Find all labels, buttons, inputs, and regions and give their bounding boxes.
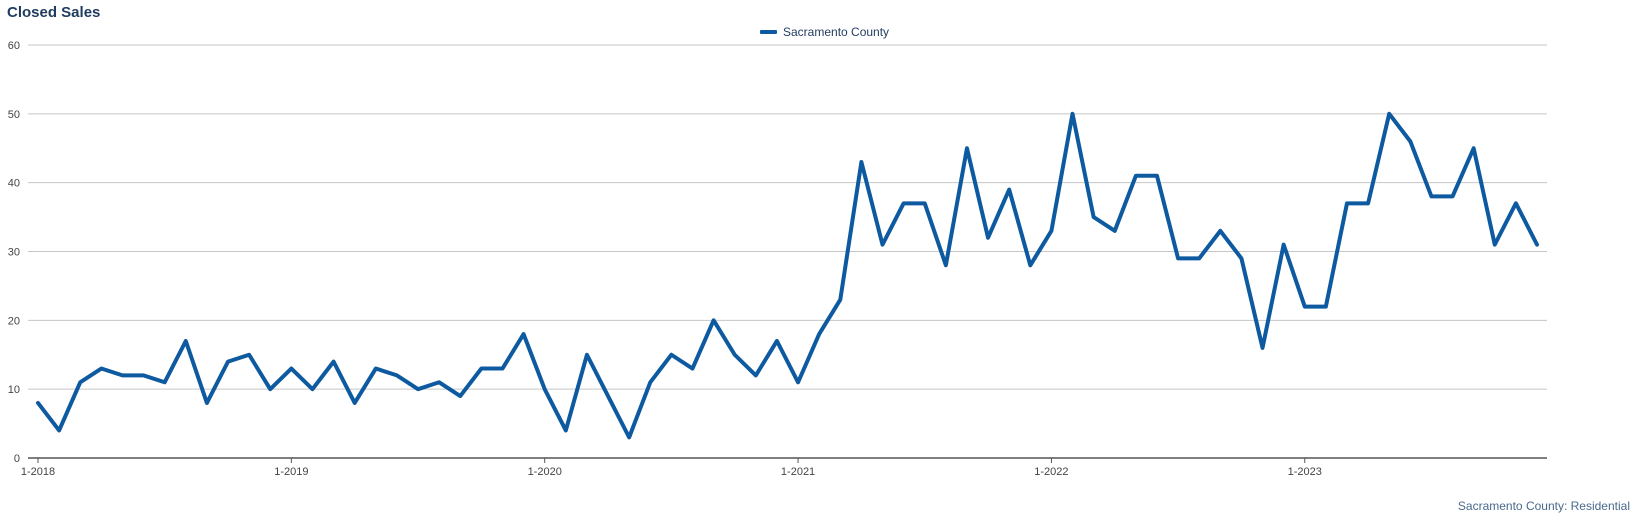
y-axis-ticks: 0 10 20 30 40 50 60 [8, 40, 20, 465]
data-point [1282, 243, 1286, 247]
data-point [310, 387, 314, 391]
y-tick-label: 50 [8, 109, 20, 121]
data-point [479, 367, 483, 371]
data-point [733, 353, 737, 357]
x-tick-label: 1-2022 [1034, 466, 1068, 478]
data-point [226, 360, 230, 364]
chart-title: Closed Sales [7, 4, 101, 21]
data-point [1303, 305, 1307, 309]
data-point [522, 332, 526, 336]
legend-label: Sacramento County [783, 25, 890, 39]
data-point [606, 394, 610, 398]
data-point [902, 201, 906, 205]
data-point [57, 428, 61, 432]
footer-note: Sacramento County: Residential [1457, 499, 1630, 513]
data-point [1197, 256, 1201, 260]
data-point [78, 380, 82, 384]
data-point [36, 401, 40, 405]
x-tick-label: 1-2018 [21, 466, 55, 478]
data-point [353, 401, 357, 405]
x-tick-label: 1-2019 [274, 466, 308, 478]
data-point [585, 353, 589, 357]
data-point [416, 387, 420, 391]
y-tick-label: 0 [14, 453, 20, 465]
series-layer [36, 111, 1539, 440]
y-tick-label: 10 [8, 384, 20, 396]
data-point [1134, 174, 1138, 178]
data-point [289, 367, 293, 371]
legend[interactable]: Sacramento County [760, 25, 889, 39]
y-tick-label: 20 [8, 315, 20, 327]
data-point [817, 332, 821, 336]
data-point [669, 353, 673, 357]
data-point [838, 298, 842, 302]
data-point [458, 394, 462, 398]
data-point [1535, 243, 1539, 247]
data-point [247, 353, 251, 357]
data-point [881, 243, 885, 247]
data-point [268, 387, 272, 391]
data-point [99, 367, 103, 371]
x-axis: 1-2018 1-2019 1-2020 1-2021 1-2022 1-2023 [21, 457, 1547, 478]
y-tick-label: 40 [8, 178, 20, 190]
y-tick-label: 60 [8, 40, 20, 52]
x-tick-label: 1-2021 [781, 466, 815, 478]
legend-swatch-icon [760, 30, 777, 34]
data-point [163, 380, 167, 384]
data-point [1493, 243, 1497, 247]
data-point [1155, 174, 1159, 178]
data-point [1049, 229, 1053, 233]
data-point [564, 428, 568, 432]
data-point [543, 387, 547, 391]
data-point [184, 339, 188, 343]
data-point [986, 236, 990, 240]
data-point [648, 380, 652, 384]
data-point [1261, 346, 1265, 350]
x-tick-label: 1-2023 [1288, 466, 1322, 478]
data-point [1007, 188, 1011, 192]
data-point [627, 435, 631, 439]
data-point [1429, 194, 1433, 198]
data-point [1176, 256, 1180, 260]
data-point [1408, 139, 1412, 143]
data-point [754, 373, 758, 377]
data-point [1472, 146, 1476, 150]
data-point [712, 318, 716, 322]
grid-lines [28, 44, 1547, 390]
data-point [859, 160, 863, 164]
data-point [332, 360, 336, 364]
data-point [120, 373, 124, 377]
data-point [437, 380, 441, 384]
data-point [500, 367, 504, 371]
data-point [944, 263, 948, 267]
data-point [775, 339, 779, 343]
data-point [1324, 305, 1328, 309]
data-point [690, 367, 694, 371]
data-point [1366, 201, 1370, 205]
data-point [374, 367, 378, 371]
data-point [395, 373, 399, 377]
data-point [1451, 194, 1455, 198]
x-tick-label: 1-2020 [528, 466, 562, 478]
y-tick-label: 30 [8, 247, 20, 259]
data-point [1028, 263, 1032, 267]
data-point [1218, 229, 1222, 233]
data-point [923, 201, 927, 205]
data-point [1071, 112, 1075, 116]
data-point [796, 380, 800, 384]
data-point [1345, 201, 1349, 205]
series-line-sacramento-county [36, 111, 1539, 440]
data-point [142, 373, 146, 377]
data-point [1514, 201, 1518, 205]
data-point [1092, 215, 1096, 219]
data-point [1113, 229, 1117, 233]
data-point [965, 146, 969, 150]
data-point [1239, 256, 1243, 260]
data-point [205, 401, 209, 405]
data-point [1387, 112, 1391, 116]
